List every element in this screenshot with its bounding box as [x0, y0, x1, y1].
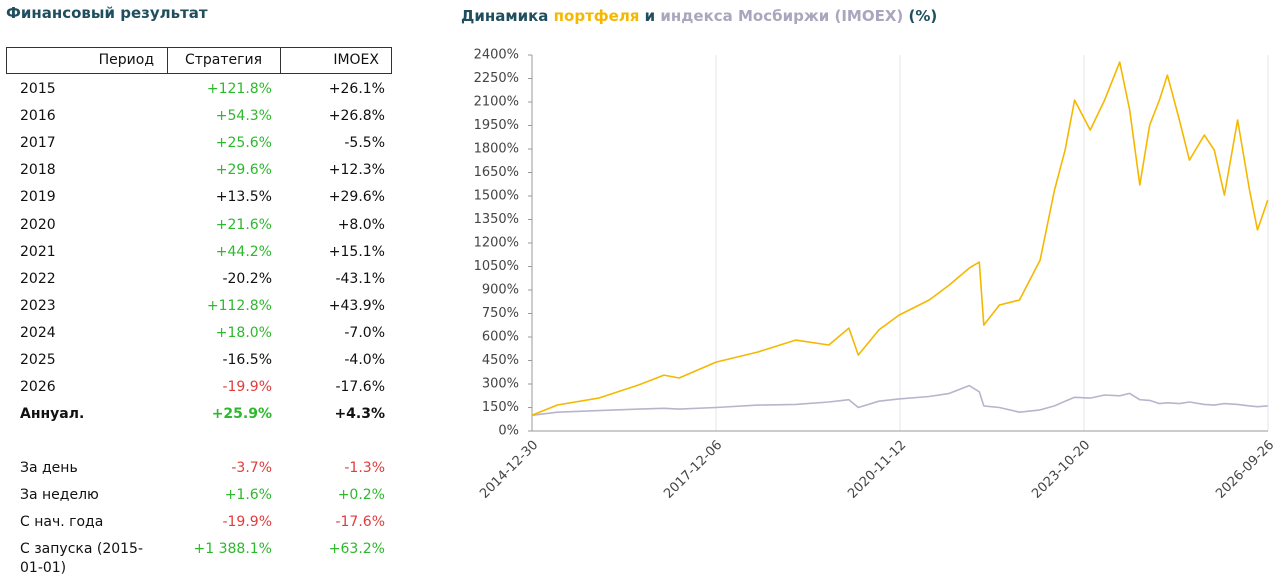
period-cell: 2024 [20, 324, 56, 341]
strategy-cell: +21.6% [215, 216, 272, 233]
title-part: портфеля [554, 7, 640, 25]
imoex-cell: -7.0% [344, 324, 385, 341]
imoex-cell: +26.8% [328, 108, 385, 125]
series-line [531, 61, 1269, 417]
period-cell: 2015 [20, 81, 56, 97]
strategy-cell: +13.5% [215, 189, 272, 206]
strategy-cell: +54.3% [215, 108, 272, 125]
imoex-cell: +4.3% [334, 406, 385, 423]
strategy-cell: -19.9% [222, 514, 272, 530]
y-tick-label: 1650% [474, 165, 519, 180]
period-cell: 2025 [20, 352, 56, 368]
x-tick-label: 2017-12-06 [661, 438, 725, 502]
period-cell: 2026 [20, 379, 56, 396]
strategy-cell: +1.6% [224, 487, 272, 503]
imoex-cell: +8.0% [337, 216, 385, 233]
y-tick-label: 0% [498, 424, 519, 439]
imoex-cell: +26.1% [328, 81, 385, 97]
x-tick-label: 2020-11-12 [845, 438, 909, 502]
strategy-cell: -16.5% [222, 352, 272, 368]
y-tick-label: 900% [482, 283, 519, 298]
header-cell: IMOEX [333, 52, 379, 68]
y-tick-label: 600% [482, 330, 519, 345]
strategy-cell: +29.6% [215, 162, 272, 179]
chart-title: Динамика портфеля и индекса Мосбиржи (IM… [461, 7, 937, 25]
y-tick-label: 1950% [474, 118, 519, 133]
y-tick-label: 1350% [474, 212, 519, 227]
y-tick-label: 300% [482, 377, 519, 392]
period-cell: 2020 [20, 216, 56, 233]
strategy-cell: -19.9% [222, 379, 272, 396]
header-divider [280, 48, 281, 73]
y-tick-label: 2100% [474, 95, 519, 110]
title-part: (%) [903, 7, 937, 25]
strategy-cell: +44.2% [215, 243, 272, 260]
strategy-cell: +1 388.1% [193, 541, 272, 557]
x-tick-label: 2026-09-26 [1213, 438, 1277, 502]
imoex-cell: -17.6% [335, 379, 385, 396]
imoex-cell: +0.2% [337, 487, 385, 503]
imoex-cell: -5.5% [344, 135, 385, 152]
y-tick-label: 2250% [474, 71, 519, 86]
period-cell: За неделю [20, 487, 99, 503]
y-tick-label: 1500% [474, 189, 519, 204]
strategy-cell: -20.2% [222, 270, 272, 287]
imoex-cell: -1.3% [344, 460, 385, 476]
strategy-cell: -3.7% [231, 460, 272, 476]
y-tick-label: 1800% [474, 142, 519, 157]
period-cell: 2017 [20, 135, 56, 152]
table-header: Период Стратегия IMOEX [6, 47, 392, 74]
strategy-cell: +112.8% [206, 297, 272, 314]
period-cell: 2023 [20, 297, 56, 314]
y-tick-label: 1200% [474, 236, 519, 251]
period-cell: 2019 [20, 189, 56, 206]
period-cell: За день [20, 460, 78, 476]
period-cell: 2021 [20, 243, 56, 260]
y-tick-label: 2400% [474, 48, 519, 63]
strategy-cell: +25.6% [215, 135, 272, 152]
y-tick-label: 1050% [474, 259, 519, 274]
period-cell: 2016 [20, 108, 56, 125]
header-cell: Период [98, 52, 154, 68]
imoex-cell: -43.1% [335, 270, 385, 287]
header-cell: Стратегия [184, 52, 263, 68]
imoex-cell: +63.2% [328, 541, 385, 557]
imoex-cell: +15.1% [328, 243, 385, 260]
x-tick-label: 2014-12-30 [477, 438, 541, 502]
title-part: Динамика [461, 7, 554, 25]
table-title: Финансовый результат [6, 4, 208, 22]
header-divider [167, 48, 168, 73]
period-cell: 2018 [20, 162, 56, 179]
imoex-cell: +29.6% [328, 189, 385, 206]
imoex-cell: -4.0% [344, 352, 385, 368]
y-tick-label: 450% [482, 353, 519, 368]
imoex-cell: -17.6% [335, 514, 385, 530]
imoex-cell: +43.9% [328, 297, 385, 314]
period-cell: Аннуал. [20, 406, 85, 423]
imoex-cell: +12.3% [328, 162, 385, 179]
x-tick-label: 2023-10-20 [1029, 438, 1093, 502]
strategy-cell: +18.0% [215, 324, 272, 341]
strategy-cell: +25.9% [211, 406, 272, 423]
title-part: и [639, 7, 660, 25]
y-tick-label: 150% [482, 400, 519, 415]
y-tick-label: 750% [482, 306, 519, 321]
series-line [531, 384, 1268, 417]
strategy-cell: +121.8% [206, 81, 272, 97]
title-part: индекса Мосбиржи (IMOEX) [660, 7, 903, 25]
period-cell: С нач. года [20, 514, 104, 530]
period-cell: С запуска (2015-01-01) [20, 541, 144, 576]
period-cell: 2022 [20, 270, 56, 287]
